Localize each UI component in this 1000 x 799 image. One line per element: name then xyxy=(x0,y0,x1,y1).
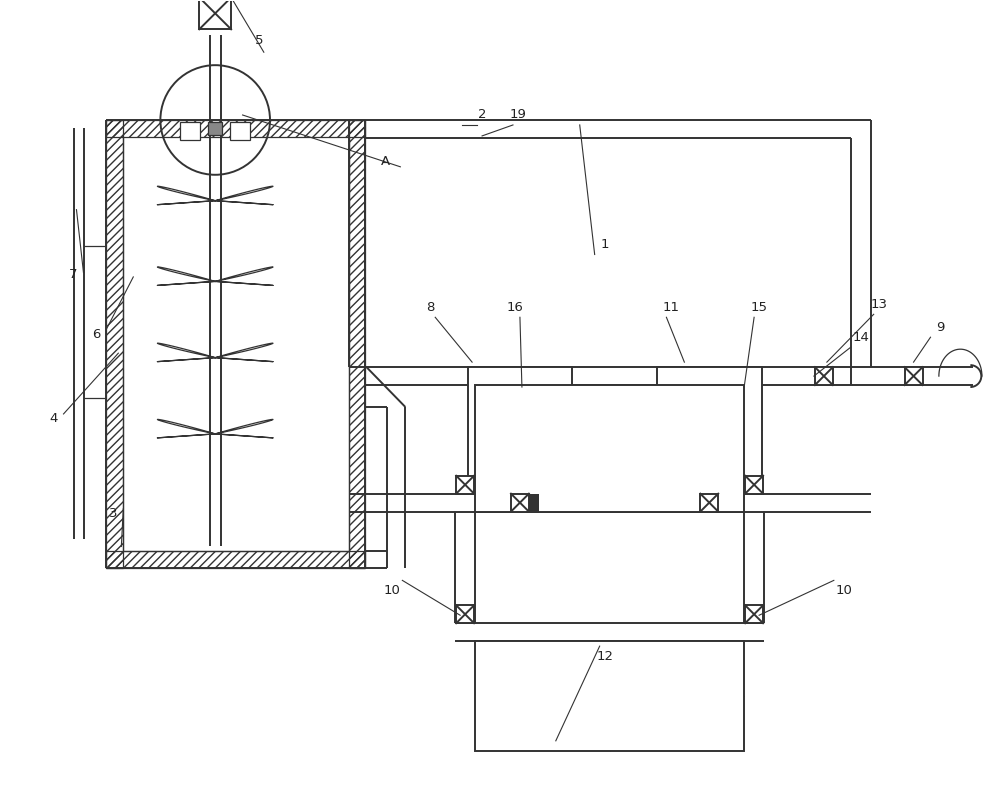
Bar xyxy=(468,367,572,494)
Bar xyxy=(475,641,744,751)
Text: 10: 10 xyxy=(384,584,401,597)
Bar xyxy=(475,385,744,511)
Bar xyxy=(199,0,231,30)
Text: 14: 14 xyxy=(852,331,869,344)
Text: 9: 9 xyxy=(936,320,945,334)
Text: 16: 16 xyxy=(507,300,523,314)
Bar xyxy=(106,120,123,568)
Text: 4: 4 xyxy=(49,412,58,425)
Bar xyxy=(106,120,365,137)
Bar xyxy=(745,475,763,494)
Text: 1: 1 xyxy=(600,238,609,251)
Bar xyxy=(208,122,222,135)
Text: 10: 10 xyxy=(835,584,852,597)
Bar xyxy=(745,606,763,623)
Bar xyxy=(815,367,833,385)
Text: 3: 3 xyxy=(109,507,118,520)
Text: 11: 11 xyxy=(663,300,680,314)
Bar xyxy=(230,122,250,140)
Bar xyxy=(180,122,200,140)
Text: 8: 8 xyxy=(426,300,434,314)
Bar xyxy=(456,475,474,494)
Bar xyxy=(700,494,718,511)
Bar xyxy=(529,494,539,511)
Text: A: A xyxy=(381,155,390,169)
Bar xyxy=(456,606,474,623)
Text: 2: 2 xyxy=(478,109,486,121)
Text: 6: 6 xyxy=(92,328,101,340)
Text: 19: 19 xyxy=(509,109,526,121)
Text: 12: 12 xyxy=(596,650,613,662)
Text: 15: 15 xyxy=(751,300,768,314)
Bar xyxy=(511,494,529,511)
Bar xyxy=(349,120,365,568)
Bar xyxy=(657,367,762,494)
Bar xyxy=(106,551,365,568)
Text: 5: 5 xyxy=(255,34,263,47)
Text: 13: 13 xyxy=(870,298,887,311)
Text: 7: 7 xyxy=(69,268,78,281)
Bar xyxy=(905,367,923,385)
